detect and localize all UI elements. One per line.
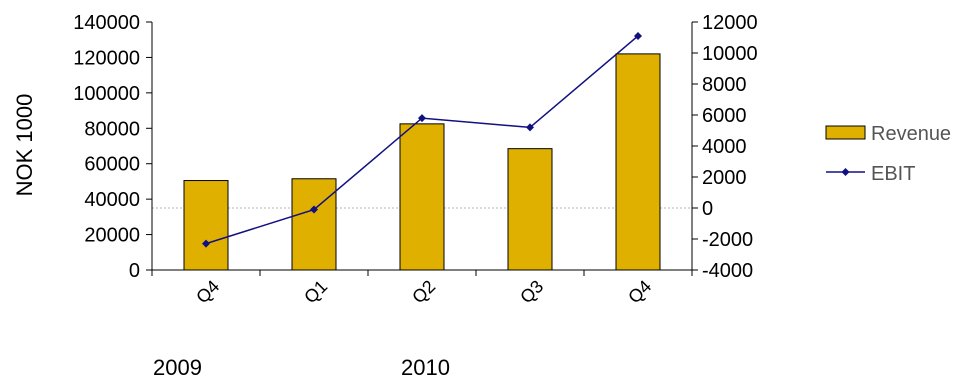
- y-right-tick-label: 12000: [702, 12, 758, 34]
- y-right-tick-label: 0: [702, 198, 713, 220]
- legend-swatch-ebit-marker: [841, 168, 850, 176]
- y-right-tick-label: 4000: [702, 136, 747, 158]
- y-left-tick-label: 0: [129, 260, 140, 282]
- legend: Revenue EBIT: [825, 123, 951, 185]
- y-left-tick-label: 120000: [73, 47, 140, 69]
- y-left-tick-label: 100000: [73, 83, 140, 105]
- legend-swatch-revenue: [825, 125, 866, 140]
- y-left-tick-label: 20000: [84, 225, 140, 247]
- marker-ebit-1: [310, 205, 318, 214]
- x-tick-label-2: Q2: [408, 276, 439, 307]
- y-left-tick-label: 140000: [73, 12, 140, 34]
- y-left-tick-label: 40000: [84, 189, 140, 211]
- x-tick-label-0: Q4: [192, 276, 223, 307]
- marker-ebit-4: [634, 31, 642, 40]
- year-label-2009: 2009: [153, 355, 202, 380]
- y-right-tick-label: 6000: [702, 105, 747, 127]
- bar-revenue-0: [183, 180, 229, 271]
- bar-revenue-2: [399, 123, 445, 271]
- y-right-tick-label: 10000: [702, 43, 758, 65]
- bar-revenue-4: [615, 53, 661, 271]
- legend-item-ebit: EBIT: [826, 163, 915, 185]
- y-left-tick-label: 80000: [84, 118, 140, 140]
- legend-label-ebit: EBIT: [871, 163, 915, 185]
- legend-label-revenue: Revenue: [871, 123, 951, 145]
- y-right-tick-label: 2000: [702, 167, 747, 189]
- marker-ebit-0: [202, 239, 210, 248]
- y-left-tick-label: 60000: [84, 154, 140, 176]
- x-tick-label-4: Q4: [624, 276, 655, 307]
- plot-area: 020000400006000080000100000120000140000-…: [73, 12, 757, 307]
- y-right-tick-label: -4000: [702, 260, 753, 282]
- y-axis-title: NOK 1000: [12, 94, 37, 197]
- bar-revenue-1: [291, 178, 337, 271]
- marker-ebit-2: [418, 114, 426, 123]
- y-right-tick-label: 8000: [702, 74, 747, 96]
- x-tick-label-3: Q3: [516, 276, 547, 307]
- bar-revenue-3: [507, 148, 553, 271]
- year-label-2010: 2010: [401, 355, 450, 380]
- x-tick-label-1: Q1: [300, 276, 331, 307]
- y-right-tick-label: -2000: [702, 229, 753, 251]
- legend-item-revenue: Revenue: [825, 123, 951, 145]
- marker-ebit-3: [526, 123, 534, 132]
